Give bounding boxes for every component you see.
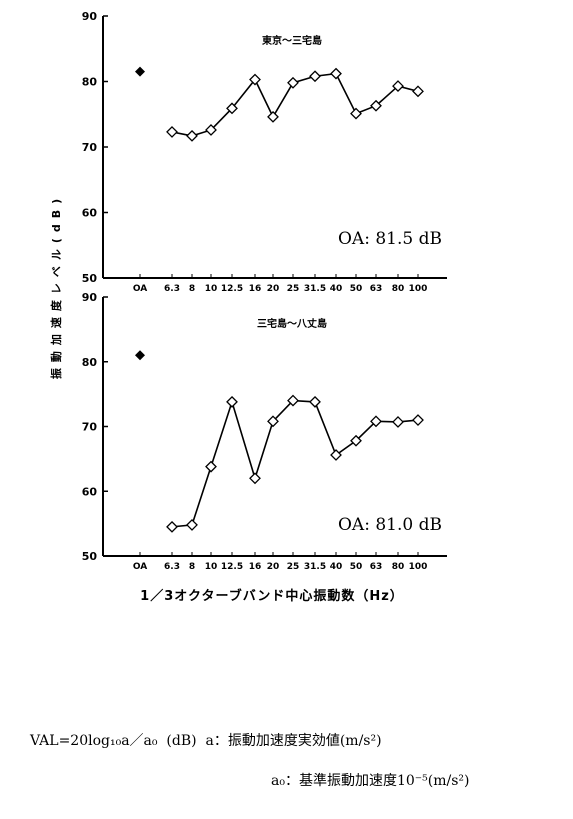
chart-title-1: 東京～三宅島 — [262, 34, 322, 47]
data-point-1-20 — [267, 110, 279, 123]
x-tick-label-31.5: 31.5 — [304, 562, 326, 572]
y-axis-label: 振動加速度レベル(dB) — [49, 193, 63, 379]
data-point-2-6.3 — [166, 520, 178, 533]
data-point-2-16 — [249, 472, 261, 485]
data-point-1-16 — [249, 73, 261, 86]
data-point-1-8 — [186, 129, 198, 142]
x-tick-label-12.5: 12.5 — [221, 284, 243, 294]
x-tick-label-16: 16 — [249, 284, 262, 294]
data-point-1-80 — [392, 80, 404, 93]
x-tick-label-12.5: 12.5 — [221, 562, 243, 572]
x-tick-label-63: 63 — [370, 562, 383, 572]
data-point-2-50 — [350, 434, 362, 447]
x-tick-label-100: 100 — [409, 284, 428, 294]
x-tick-label-8: 8 — [189, 284, 195, 294]
chart-title-2: 三宅島～八丈島 — [257, 317, 327, 330]
x-tick-label-8: 8 — [189, 562, 195, 572]
x-tick-label-OA: OA — [133, 284, 147, 294]
data-point-2-40 — [330, 449, 342, 461]
data-point-2-80 — [392, 416, 404, 428]
x-tick-label-80: 80 — [392, 562, 405, 572]
data-point-1-63 — [370, 99, 382, 112]
x-tick-label-6.3: 6.3 — [164, 562, 180, 572]
y-tick-label-70: 70 — [82, 141, 98, 154]
data-point-1-12.5 — [226, 102, 238, 115]
y-tick-label-80: 80 — [82, 76, 98, 89]
x-tick-label-OA: OA — [133, 562, 147, 572]
y-tick-label-60: 60 — [82, 207, 98, 220]
x-tick-label-10: 10 — [205, 562, 218, 572]
y-tick-label-90: 90 — [82, 10, 98, 23]
x-tick-label-100: 100 — [409, 562, 428, 572]
x-tick-label-31.5: 31.5 — [304, 284, 326, 294]
data-point-2-8 — [186, 519, 198, 531]
data-point-1-50 — [350, 107, 362, 120]
oa-point-1 — [135, 66, 145, 77]
data-point-1-6.3 — [166, 126, 178, 138]
data-point-2-31.5 — [309, 395, 321, 408]
data-point-1-25 — [287, 76, 299, 89]
data-point-1-100 — [412, 85, 424, 98]
x-tick-label-20: 20 — [267, 284, 280, 294]
data-point-1-10 — [205, 124, 217, 136]
y-tick-label-60: 60 — [82, 485, 98, 498]
oa-point-2 — [135, 350, 145, 361]
y-tick-label-50: 50 — [82, 272, 98, 285]
x-tick-label-10: 10 — [205, 284, 218, 294]
data-point-2-25 — [287, 394, 299, 407]
formula-line-2: a₀：基準振動加速度10⁻⁵(m/s²) — [271, 773, 470, 789]
x-tick-label-25: 25 — [287, 284, 300, 294]
data-point-2-12.5 — [226, 395, 238, 408]
y-tick-label-70: 70 — [82, 421, 98, 434]
x-tick-label-40: 40 — [330, 284, 343, 294]
data-point-1-40 — [330, 67, 342, 80]
y-tick-label-90: 90 — [82, 291, 98, 304]
data-point-1-31.5 — [309, 70, 321, 83]
formula-line-1: VAL=20log₁₀a／a₀ (dB) a：振動加速度実効値(m/s²) — [30, 733, 382, 749]
x-tick-label-25: 25 — [287, 562, 300, 572]
y-tick-label-50: 50 — [82, 550, 98, 563]
x-tick-label-63: 63 — [370, 284, 383, 294]
x-tick-label-80: 80 — [392, 284, 405, 294]
data-point-2-63 — [370, 415, 382, 428]
data-point-2-10 — [205, 460, 217, 473]
y-tick-label-80: 80 — [82, 356, 98, 369]
data-point-2-20 — [267, 415, 279, 428]
oa-annotation-2: OA: 81.0 dB — [338, 515, 442, 535]
x-tick-label-40: 40 — [330, 562, 343, 572]
x-tick-label-6.3: 6.3 — [164, 284, 180, 294]
x-tick-label-16: 16 — [249, 562, 262, 572]
x-tick-label-50: 50 — [350, 562, 363, 572]
x-axis-label: 1／3オクターブバンド中心振動数（Hz） — [140, 588, 404, 604]
data-point-2-100 — [412, 414, 424, 426]
x-tick-label-20: 20 — [267, 562, 280, 572]
x-tick-label-50: 50 — [350, 284, 363, 294]
oa-annotation-1: OA: 81.5 dB — [338, 229, 442, 249]
